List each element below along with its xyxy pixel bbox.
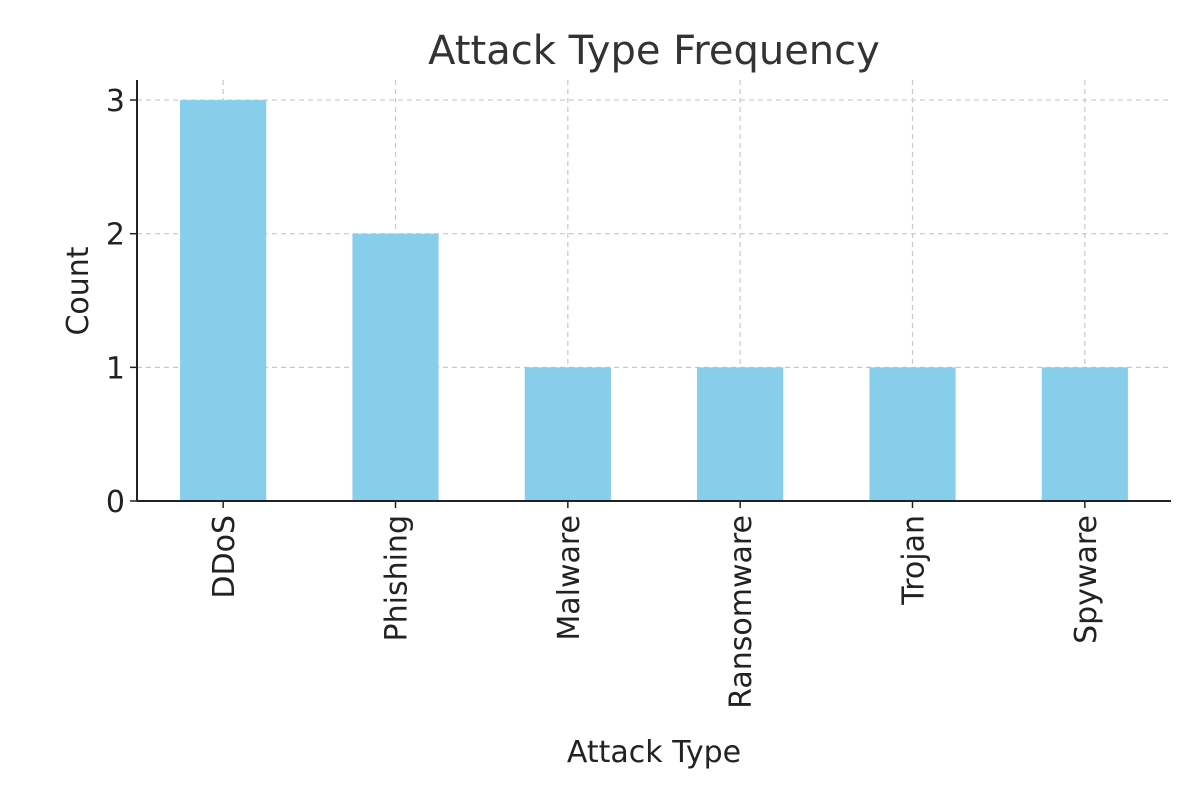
bar-spyware [1041, 367, 1128, 501]
x-tick-label-phishing: Phishing [380, 515, 415, 641]
y-axis-label: Count [61, 246, 96, 335]
x-tick-labels: DDoS Phishing Malware Ransomware Trojan Spywa… [207, 501, 1104, 709]
y-tick-label: 2 [106, 218, 125, 253]
y-tick-label: 1 [106, 351, 125, 386]
bar-malware [524, 367, 611, 501]
y-tick-labels: 0 1 2 3 [106, 84, 137, 520]
bar-ransomware [697, 367, 784, 501]
x-tick-label-trojan: Trojan [897, 515, 932, 606]
x-tick-label-ddos: DDoS [207, 515, 242, 599]
bar-trojan [869, 367, 956, 501]
x-tick-label-ransomware: Ransomware [724, 515, 759, 709]
y-tick-label: 0 [106, 485, 125, 520]
bar-phishing [352, 233, 439, 501]
y-tick-label: 3 [106, 84, 125, 119]
x-axis-label: Attack Type [567, 735, 741, 770]
x-tick-label-malware: Malware [552, 515, 587, 641]
chart-title: Attack Type Frequency [428, 28, 880, 74]
grid-lines [137, 80, 1171, 502]
axes [136, 80, 1171, 502]
x-tick-label-spyware: Spyware [1069, 515, 1104, 644]
bar-ddos [180, 100, 267, 502]
bars [180, 100, 1128, 502]
